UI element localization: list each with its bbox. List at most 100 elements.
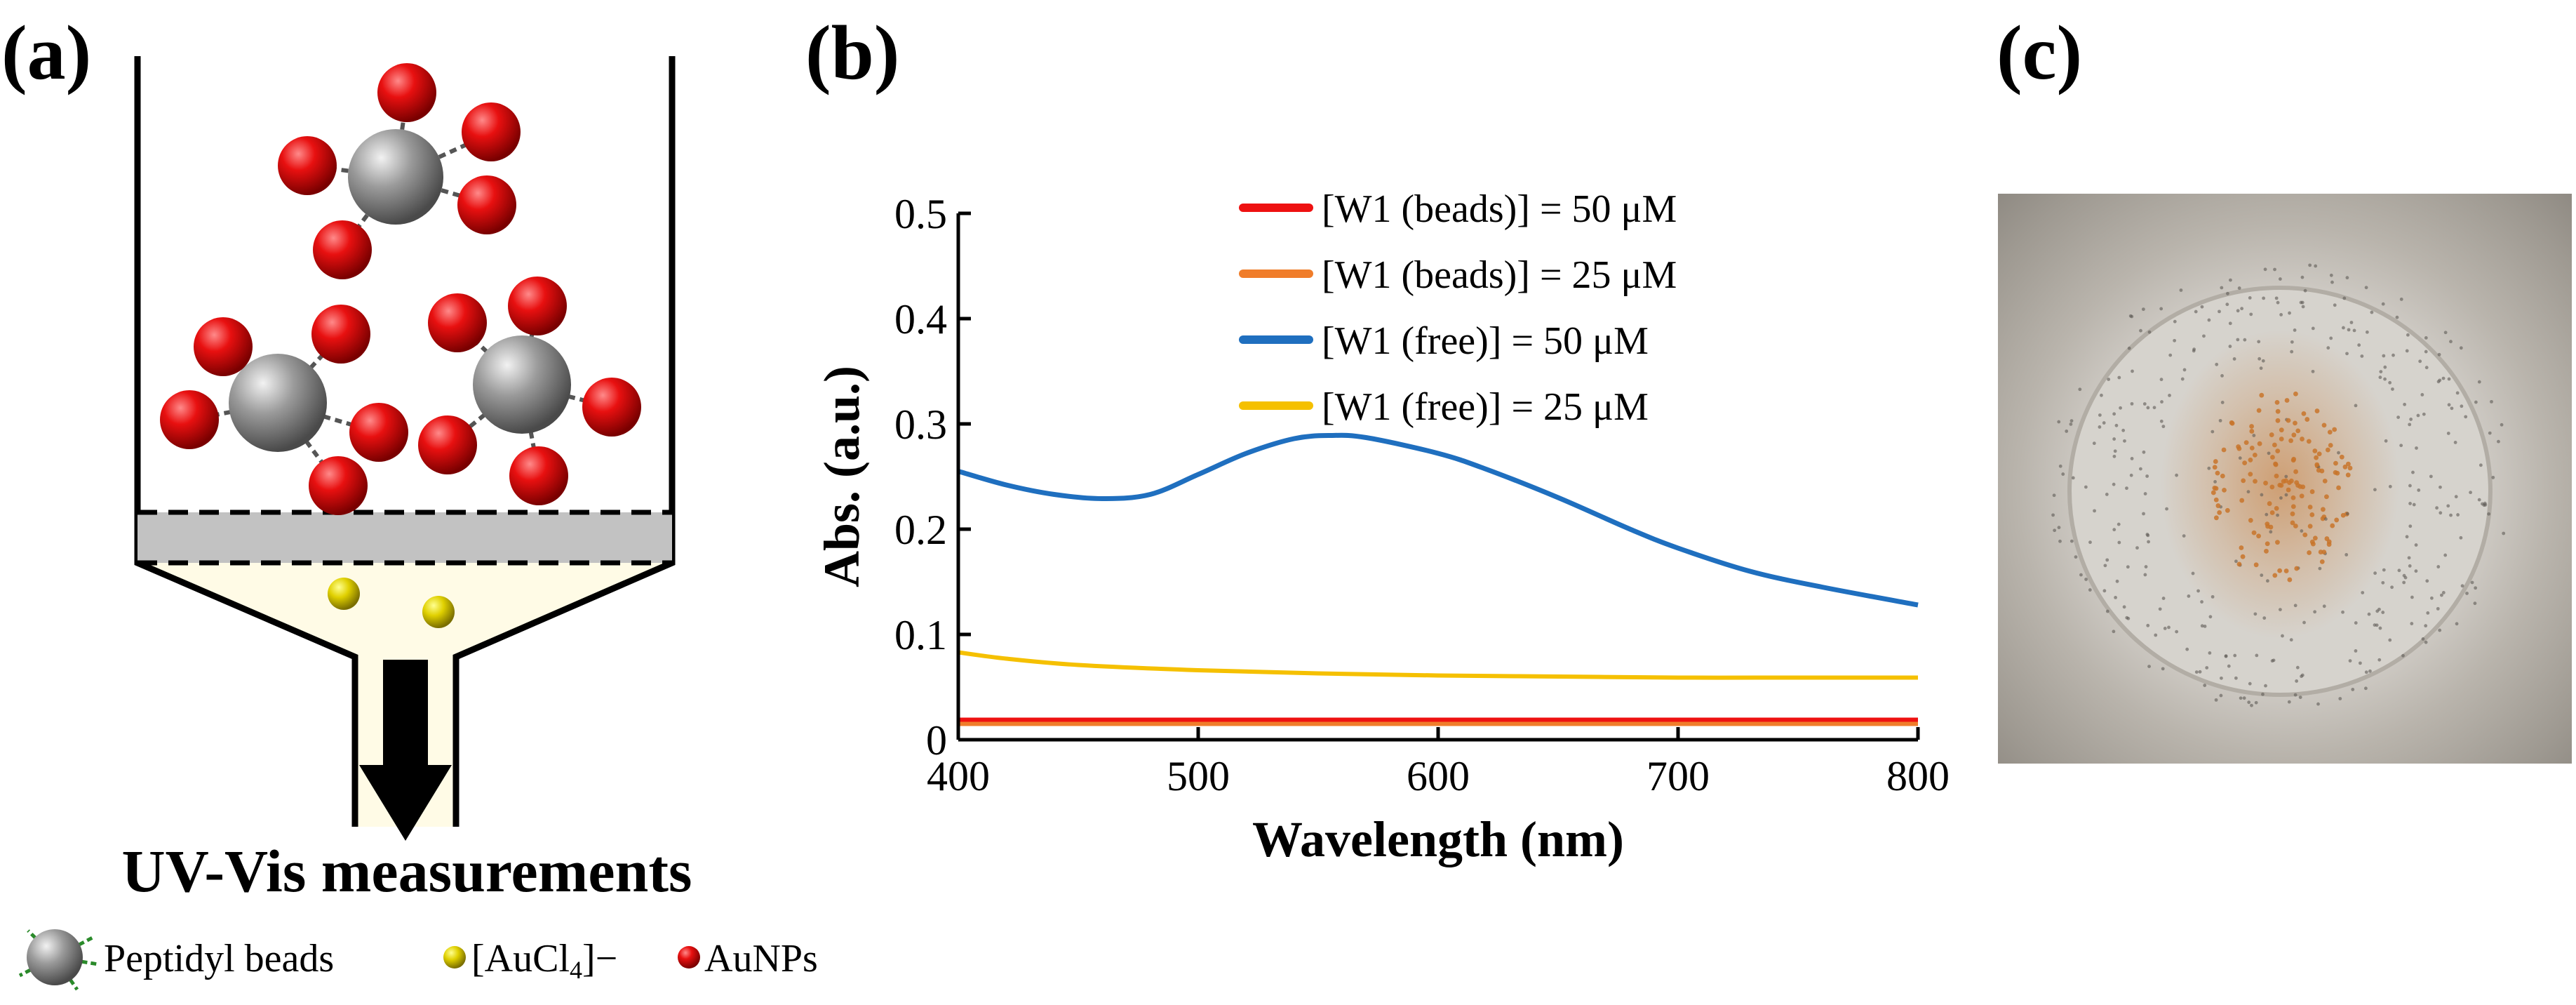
particle-speckle	[2159, 419, 2164, 423]
particle-speckle	[2260, 573, 2264, 578]
particle-speckle	[2069, 539, 2074, 543]
key-label-aunps: AuNPs	[704, 937, 818, 980]
particle-speckle	[2382, 568, 2386, 572]
particle-speckle	[2288, 478, 2294, 484]
particle-speckle	[2410, 595, 2414, 599]
aunp	[278, 136, 337, 195]
particle-speckle	[2368, 669, 2372, 673]
particle-speckle	[2293, 420, 2297, 426]
particle-speckle	[2388, 380, 2392, 385]
particle-speckle	[2277, 568, 2283, 573]
particle-speckle	[2246, 490, 2250, 494]
particle-speckle	[2098, 413, 2102, 417]
particle-speckle	[2412, 502, 2416, 507]
particle-speckle	[2311, 326, 2315, 331]
legend: [W1 (beads)] = 50 μM [W1 (beads)] = 25 μM…	[1239, 187, 1677, 429]
particle-speckle	[2161, 667, 2165, 671]
particle-speckle	[2175, 630, 2179, 634]
aunp	[160, 390, 219, 449]
x-tick-label: 700	[1646, 753, 1710, 799]
particle-speckle	[2281, 634, 2284, 638]
particle-speckle	[2288, 311, 2291, 315]
particle-speckle	[2438, 628, 2442, 632]
particle-speckle	[2408, 422, 2412, 427]
particle-speckle	[2279, 437, 2284, 441]
panel-label-b: (b)	[805, 10, 899, 95]
particle-speckle	[2301, 305, 2305, 309]
particle-speckle	[2460, 584, 2464, 588]
particle-speckle	[2502, 531, 2506, 535]
particle-speckle	[2211, 490, 2216, 495]
particle-speckle	[2256, 533, 2261, 539]
particle-speckle	[2381, 580, 2385, 585]
particle-speckle	[2375, 609, 2380, 613]
particle-speckle	[2114, 423, 2119, 427]
particle-speckle	[2207, 318, 2211, 322]
particle-speckle	[2487, 512, 2491, 516]
particle-speckle	[2288, 438, 2293, 444]
particle-speckle	[2084, 578, 2088, 581]
particle-speckle	[2208, 615, 2213, 619]
legend-label: [W1 (free)] = 25 μM	[1322, 385, 1649, 429]
particle-speckle	[2248, 472, 2253, 477]
particle-speckle	[2192, 349, 2196, 353]
particle-speckle	[2236, 561, 2242, 567]
particle-speckle	[2224, 654, 2228, 658]
particle-speckle	[2397, 568, 2401, 573]
particle-speckle	[2129, 473, 2133, 477]
particle-speckle	[2278, 608, 2282, 612]
particle-speckle	[2307, 524, 2313, 529]
particle-speckle	[2321, 422, 2327, 428]
particle-speckle	[2202, 334, 2206, 338]
particle-speckle	[2105, 558, 2109, 562]
particle-speckle	[2326, 346, 2330, 350]
particle-speckle	[2287, 577, 2293, 583]
particle-speckle	[2212, 485, 2218, 491]
particle-speckle	[2269, 432, 2274, 437]
particle-speckle	[2345, 352, 2349, 356]
particle-speckle	[2248, 295, 2252, 300]
particle-speckle	[2420, 393, 2424, 397]
particle-speckle	[2367, 612, 2371, 616]
particle-speckle	[2259, 366, 2263, 371]
particle-speckle	[2354, 404, 2358, 408]
particle-speckle	[2262, 616, 2267, 620]
particle-speckle	[2333, 460, 2338, 466]
particle-speckle	[2121, 428, 2126, 432]
y-tick-label: 0.3	[894, 401, 947, 448]
particle-speckle	[2388, 638, 2392, 642]
particle-speckle	[2215, 470, 2220, 476]
particle-speckle	[2239, 545, 2244, 550]
particle-speckle	[2154, 633, 2158, 637]
particle-speckle	[2361, 591, 2365, 594]
particle-speckle	[2415, 446, 2418, 450]
particle-speckle	[2443, 553, 2448, 557]
particle-speckle	[2449, 513, 2453, 517]
particle-speckle	[2477, 498, 2481, 502]
particle-speckle	[2414, 569, 2418, 573]
aunp	[309, 456, 368, 515]
particle-speckle	[2408, 502, 2412, 505]
particle-speckle	[2326, 542, 2332, 547]
aunp	[377, 63, 436, 122]
tube-wall-right	[452, 56, 676, 827]
particle-speckle	[2220, 676, 2223, 680]
particle-speckle	[2263, 267, 2267, 272]
particle-speckle	[2168, 393, 2171, 397]
particle-speckle	[2291, 432, 2297, 438]
particle-speckle	[2115, 579, 2119, 583]
particle-speckle	[2052, 493, 2056, 498]
particle-speckle	[2314, 264, 2318, 268]
particle-speckle	[2408, 524, 2413, 528]
panel-b: (b) 400 500 600 700 800 0 0.1 0.2 0.3 0.4 0.5 Wav…	[805, 10, 1950, 867]
particle-speckle	[2057, 420, 2061, 424]
particle-speckle	[2283, 568, 2289, 573]
particle-speckle	[2497, 439, 2500, 444]
particle-speckle	[2354, 649, 2358, 653]
particle-speckle	[2379, 370, 2383, 373]
particle-speckle	[2200, 305, 2204, 309]
particle-speckle	[2290, 504, 2296, 510]
particle-speckle	[2078, 387, 2082, 392]
particle-speckle	[2259, 392, 2265, 398]
